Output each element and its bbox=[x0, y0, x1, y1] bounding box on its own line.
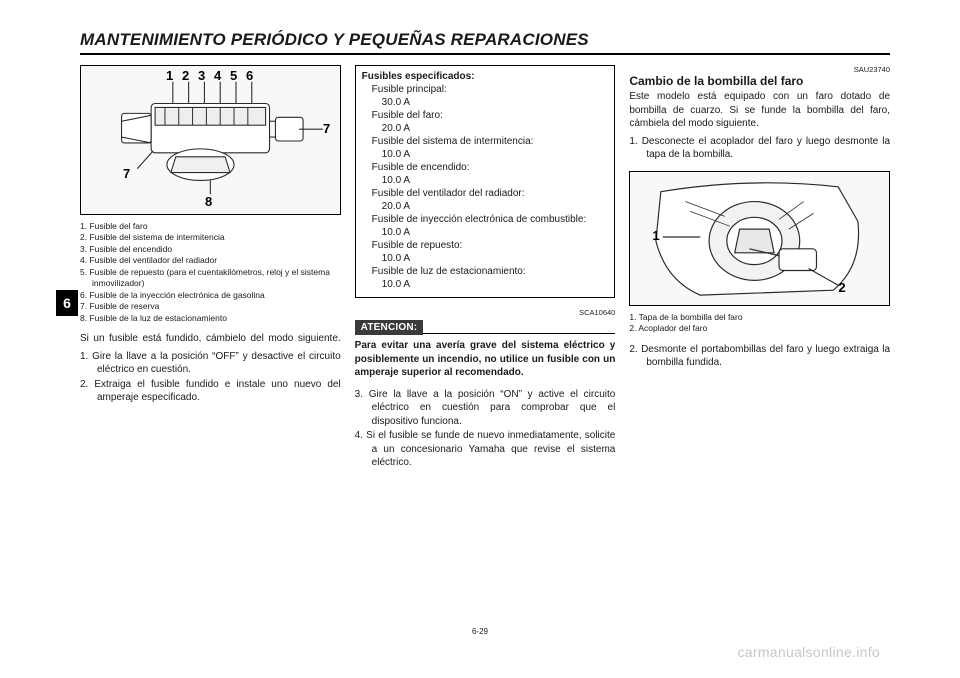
spec-value: 30.0 A bbox=[382, 96, 609, 109]
column-1: 1 2 3 4 5 6 7 7 8 1. Fusible del faro2. … bbox=[80, 65, 341, 471]
atencion-rule bbox=[423, 320, 615, 334]
specs-title: Fusibles especificados: bbox=[362, 70, 609, 83]
spec-value: 10.0 A bbox=[382, 148, 609, 161]
figure-headlight: 1 2 bbox=[629, 171, 890, 306]
figure1-caption-list: 1. Fusible del faro2. Fusible del sistem… bbox=[80, 221, 341, 324]
callout-2: 2 bbox=[182, 68, 189, 83]
callout-4: 4 bbox=[214, 68, 221, 83]
caption-item: 2. Fusible del sistema de intermitencia bbox=[80, 232, 341, 243]
col1-steps: 1. Gire la llave a la posición “OFF” y d… bbox=[80, 350, 341, 406]
caption-item: 7. Fusible de reserva bbox=[80, 301, 341, 312]
manual-page: MANTENIMIENTO PERIÓDICO Y PEQUEÑAS REPAR… bbox=[0, 0, 960, 678]
fuse-specs-box: Fusibles especificados: Fusible principa… bbox=[355, 65, 616, 298]
callout-3: 3 bbox=[198, 68, 205, 83]
spec-value: 20.0 A bbox=[382, 122, 609, 135]
ref-code-col2: SCA10640 bbox=[355, 308, 616, 317]
spec-value: 10.0 A bbox=[382, 278, 609, 291]
spec-label: Fusible de inyección electrónica de comb… bbox=[372, 213, 609, 226]
content-columns: 1 2 3 4 5 6 7 7 8 1. Fusible del faro2. … bbox=[80, 65, 890, 471]
spec-label: Fusible principal: bbox=[372, 83, 609, 96]
page-number: 6-29 bbox=[0, 627, 960, 636]
callout-h1: 1 bbox=[652, 228, 659, 243]
caption-item: 6. Fusible de la inyección electrónica d… bbox=[80, 290, 341, 301]
spec-value: 10.0 A bbox=[382, 226, 609, 239]
callout-h2: 2 bbox=[838, 280, 845, 295]
chapter-tab: 6 bbox=[56, 290, 78, 316]
spec-label: Fusible de repuesto: bbox=[372, 239, 609, 252]
callout-1: 1 bbox=[166, 68, 173, 83]
column-2: Fusibles especificados: Fusible principa… bbox=[355, 65, 616, 471]
caption-item: 2. Acoplador del faro bbox=[629, 323, 890, 334]
callout-7b: 7 bbox=[123, 166, 130, 181]
page-header: MANTENIMIENTO PERIÓDICO Y PEQUEÑAS REPAR… bbox=[80, 30, 890, 55]
spec-value: 10.0 A bbox=[382, 174, 609, 187]
callout-5: 5 bbox=[230, 68, 237, 83]
atencion-row: ATENCION: bbox=[355, 320, 616, 335]
spec-label: Fusible del sistema de intermitencia: bbox=[372, 135, 609, 148]
col3-heading: Cambio de la bombilla del faro bbox=[629, 74, 890, 88]
headlight-illustration bbox=[630, 172, 889, 305]
col2-steps: 3. Gire la llave a la posición “ON” y ac… bbox=[355, 388, 616, 471]
spec-value: 20.0 A bbox=[382, 200, 609, 213]
caption-item: 1. Fusible del faro bbox=[80, 221, 341, 232]
col3-steps-a: 1. Desconecte el acoplador del faro y lu… bbox=[629, 135, 890, 163]
spec-label: Fusible del ventilador del radiador: bbox=[372, 187, 609, 200]
step-item: 3. Gire la llave a la posición “ON” y ac… bbox=[355, 388, 616, 429]
step-item: 4. Si el fusible se funde de nuevo inmed… bbox=[355, 429, 616, 470]
step-item: 2. Desmonte el portabombillas del faro y… bbox=[629, 343, 890, 370]
callout-7a: 7 bbox=[323, 121, 330, 136]
figure-fuse-box: 1 2 3 4 5 6 7 7 8 bbox=[80, 65, 341, 215]
figure2-caption-list: 1. Tapa de la bombilla del faro2. Acopla… bbox=[629, 312, 890, 335]
callout-8: 8 bbox=[205, 194, 212, 209]
ref-code-col3: SAU23740 bbox=[629, 65, 890, 74]
step-item: 1. Desconecte el acoplador del faro y lu… bbox=[629, 135, 890, 162]
atencion-label: ATENCION: bbox=[355, 320, 424, 335]
callout-6: 6 bbox=[246, 68, 253, 83]
caption-item: 3. Fusible del encendido bbox=[80, 244, 341, 255]
spec-label: Fusible de luz de estacionamiento: bbox=[372, 265, 609, 278]
step-item: 1. Gire la llave a la posición “OFF” y d… bbox=[80, 350, 341, 377]
step-item: 2. Extraiga el fusible fundido e instale… bbox=[80, 378, 341, 405]
atencion-warning: Para evitar una avería grave del sistema… bbox=[355, 339, 616, 380]
column-3: SAU23740 Cambio de la bombilla del faro … bbox=[629, 65, 890, 471]
col3-intro: Este modelo está equipado con un faro do… bbox=[629, 90, 890, 131]
fuse-box-illustration bbox=[81, 66, 340, 214]
spec-value: 10.0 A bbox=[382, 252, 609, 265]
page-title: MANTENIMIENTO PERIÓDICO Y PEQUEÑAS REPAR… bbox=[80, 30, 890, 50]
watermark: carmanualsonline.info bbox=[738, 644, 881, 660]
col3-steps-b: 2. Desmonte el portabombillas del faro y… bbox=[629, 343, 890, 371]
caption-item: 8. Fusible de la luz de estacionamiento bbox=[80, 313, 341, 324]
spec-label: Fusible de encendido: bbox=[372, 161, 609, 174]
caption-item: 5. Fusible de repuesto (para el cuentaki… bbox=[80, 267, 341, 290]
caption-item: 4. Fusible del ventilador del radiador bbox=[80, 255, 341, 266]
spec-label: Fusible del faro: bbox=[372, 109, 609, 122]
caption-item: 1. Tapa de la bombilla del faro bbox=[629, 312, 890, 323]
col1-intro: Si un fusible está fundido, cámbielo del… bbox=[80, 332, 341, 346]
